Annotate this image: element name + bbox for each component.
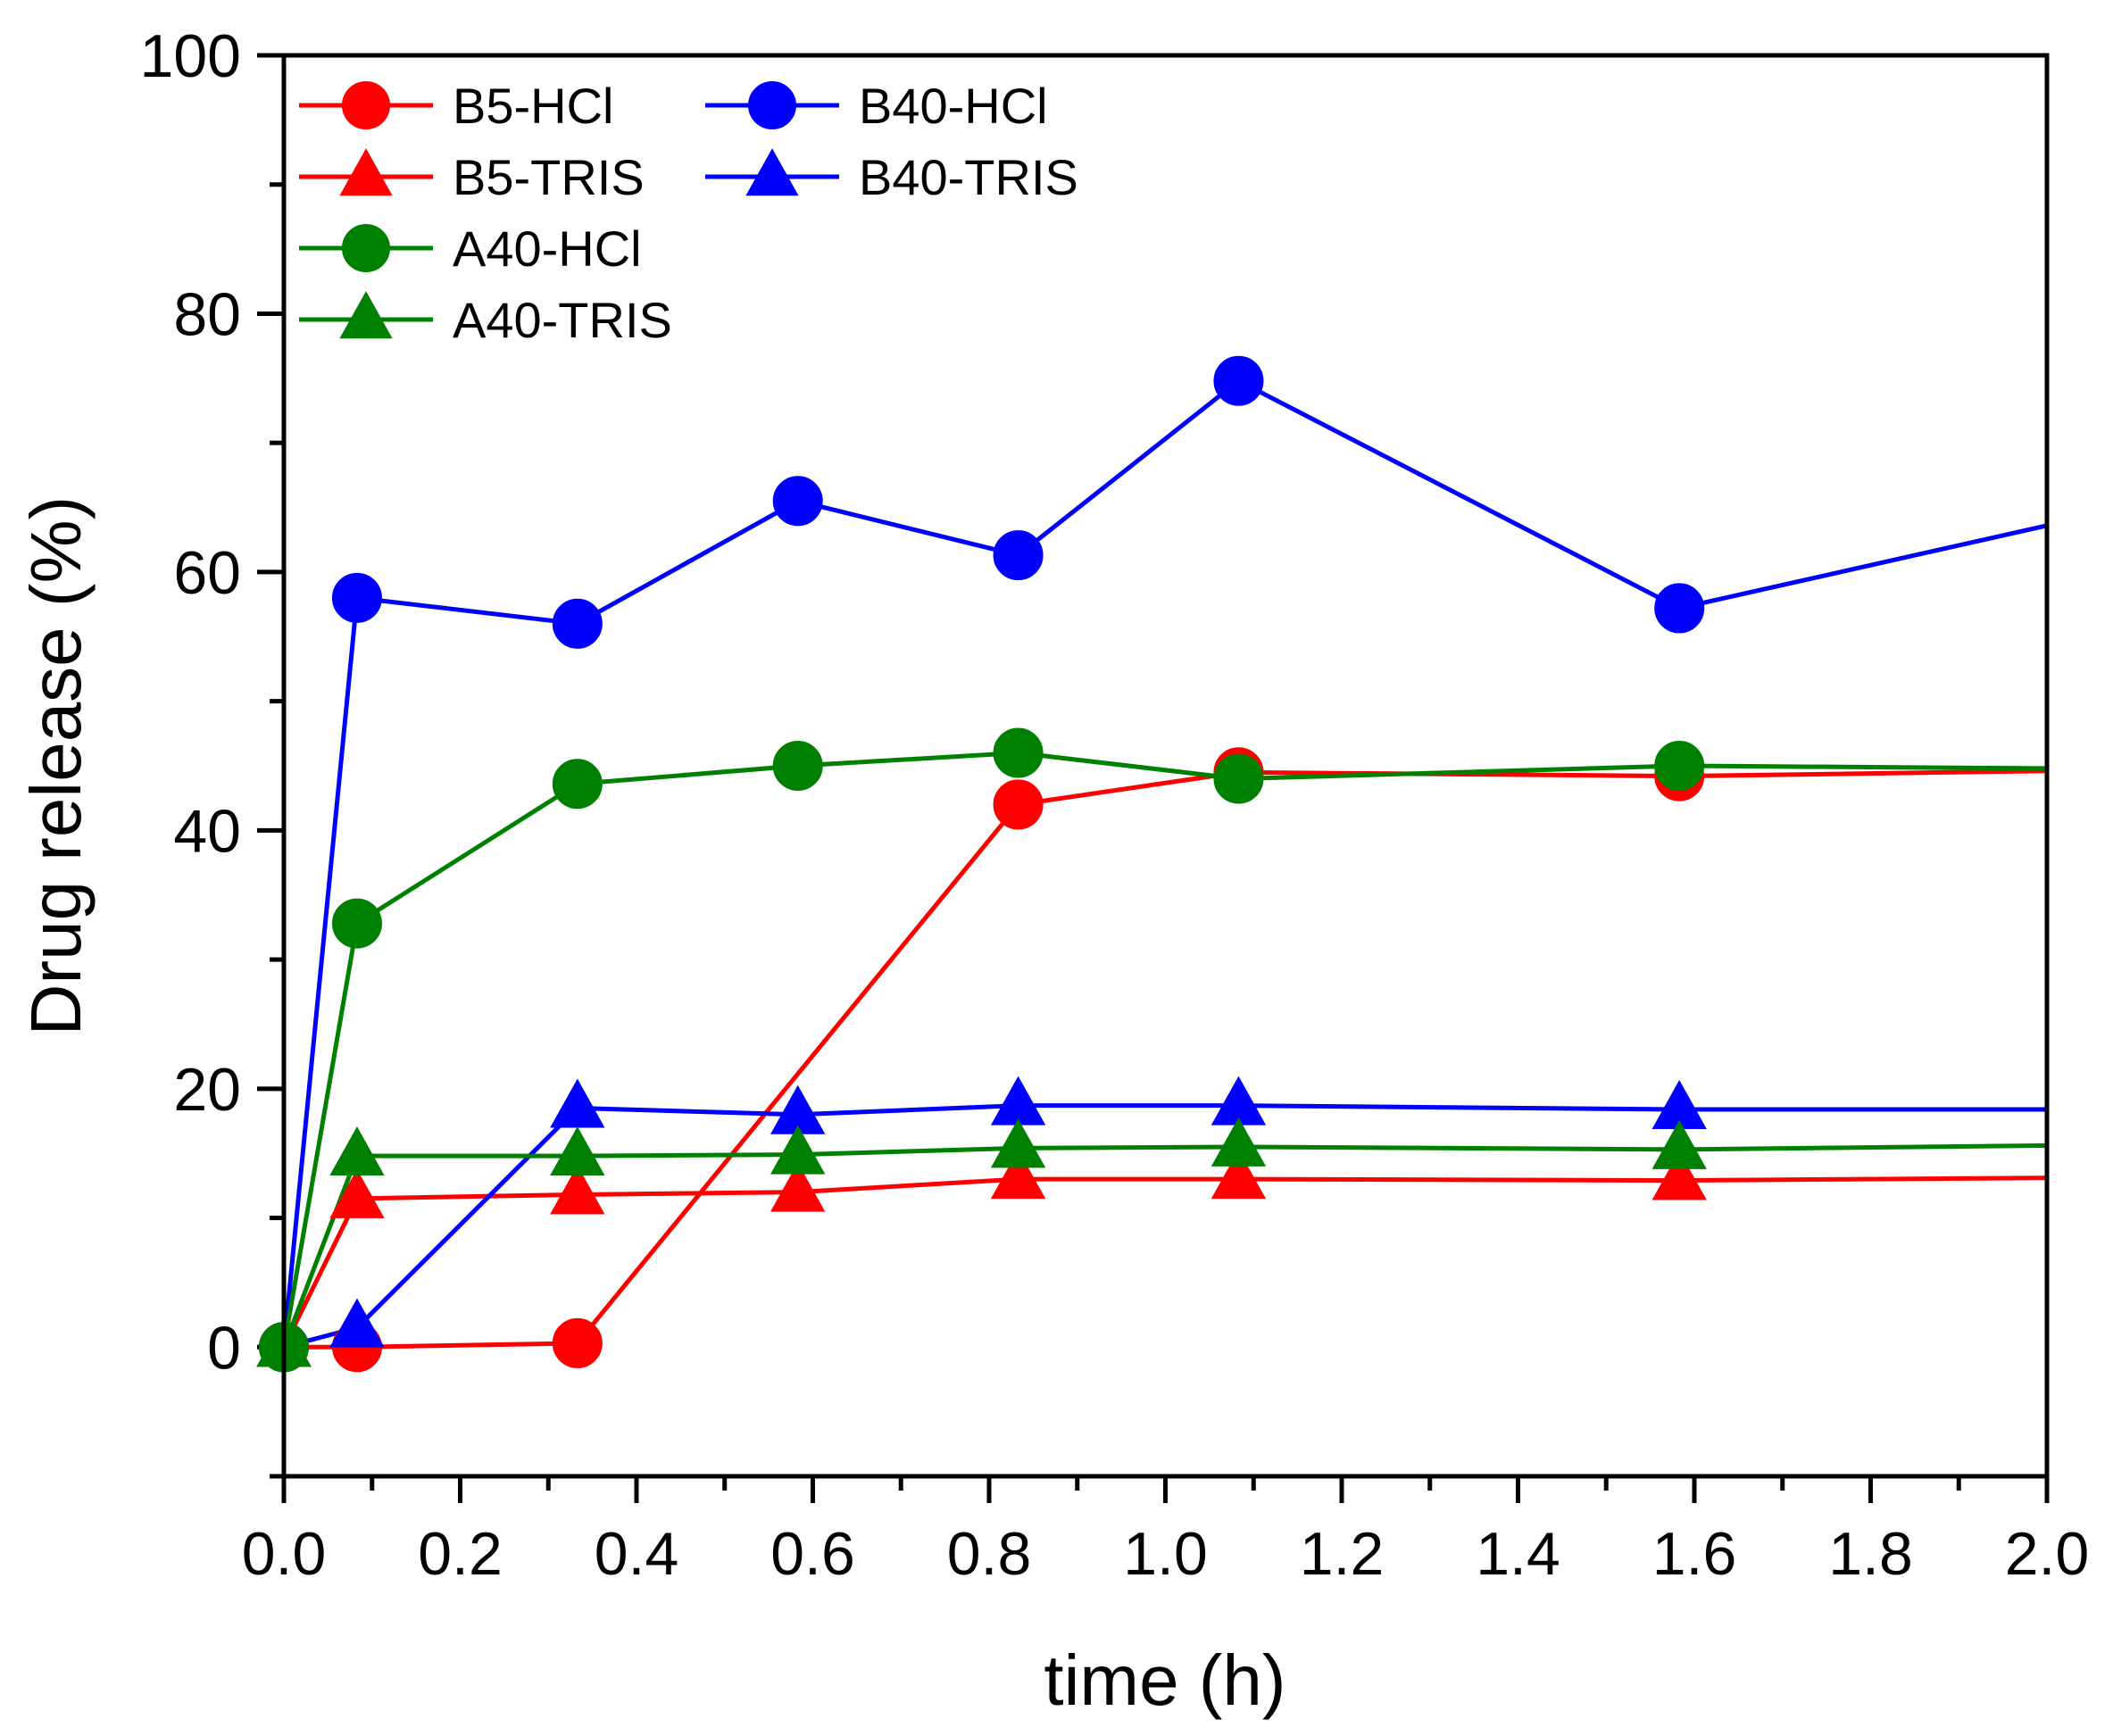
legend-item-b5-hcl: B5-HCl <box>299 78 613 134</box>
series-line-b40-tris <box>284 1103 2047 1350</box>
x-tick-label: 1.2 <box>1300 1520 1385 1588</box>
legend-label: B40-TRIS <box>859 149 1078 205</box>
legend-marker-triangle <box>339 291 393 339</box>
y-tick-label: 80 <box>173 280 241 348</box>
legend: B5-HCl B5-TRIS B40-HCl B40-TRIS A40-HCl A40-T… <box>299 78 1078 348</box>
legend-marker-triangle <box>339 148 393 196</box>
x-tick-label: 1.0 <box>1123 1520 1208 1588</box>
legend-item-b40-tris: B40-TRIS <box>705 148 1078 205</box>
x-tick-label: 1.6 <box>1652 1520 1737 1588</box>
y-axis-title: Drug release (%) <box>16 496 96 1036</box>
legend-label: B5-HCl <box>453 78 613 134</box>
y-tick-label: 40 <box>173 797 241 865</box>
x-tick-label: 0.0 <box>242 1520 327 1588</box>
data-point-a40-hcl <box>993 727 1044 778</box>
x-tick-label: 1.8 <box>1828 1520 1913 1588</box>
data-point-a40-tris <box>990 1118 1046 1168</box>
legend-label: B5-TRIS <box>453 149 645 205</box>
legend-marker-circle <box>342 81 390 129</box>
data-point-a40-tris <box>770 1125 826 1175</box>
data-point-b40-hcl <box>1654 583 1705 634</box>
legend-label: A40-TRIS <box>453 292 672 348</box>
data-point-a40-tris <box>1651 1119 1707 1169</box>
x-tick-label: 1.4 <box>1476 1520 1560 1588</box>
data-point-b5-hcl <box>993 779 1044 830</box>
data-point-b40-hcl <box>993 530 1044 581</box>
legend-label: A40-HCl <box>453 220 642 277</box>
data-point-b5-tris <box>1210 1150 1267 1200</box>
x-tick-label: 0.8 <box>947 1520 1032 1588</box>
x-tick-label: 0.4 <box>595 1520 679 1588</box>
data-point-a40-hcl <box>1213 753 1264 804</box>
legend-item-a40-hcl: A40-HCl <box>299 220 642 277</box>
series-line-b5-tris <box>284 1175 2047 1349</box>
x-tick-label: 0.6 <box>770 1520 855 1588</box>
data-point-a40-hcl <box>1654 741 1705 791</box>
data-point-a40-hcl <box>772 741 823 791</box>
data-point-b5-tris <box>1651 1150 1707 1200</box>
data-point-b5-tris <box>329 1168 385 1218</box>
data-point-b40-hcl <box>772 476 823 527</box>
tick-labels: 0.0 0.2 0.4 0.6 0.8 1.0 1.2 1.4 1.6 1.8 2.0 0 20 40 60… <box>140 22 2090 1588</box>
y-tick-label: 60 <box>173 539 241 607</box>
y-tick-label: 100 <box>140 22 241 90</box>
data-point-b5-tris <box>550 1165 605 1215</box>
legend-marker-circle <box>748 81 796 129</box>
data-point-b40-hcl <box>552 598 603 649</box>
series-line-a40-tris <box>284 1142 2047 1349</box>
data-point-b40-hcl <box>1213 355 1264 406</box>
data-point-a40-tris <box>1210 1117 1267 1167</box>
legend-item-b40-hcl: B40-HCl <box>705 78 1048 134</box>
data-point-a40-tris <box>329 1126 385 1176</box>
data-point-a40-tris <box>550 1126 605 1176</box>
legend-marker-circle <box>342 224 390 272</box>
legend-label: B40-HCl <box>859 78 1048 134</box>
data-point-b5-tris <box>770 1162 826 1212</box>
legend-item-a40-tris: A40-TRIS <box>299 291 672 348</box>
data-point-b40-tris <box>329 1298 385 1348</box>
data-point-b40-hcl <box>331 572 382 623</box>
legend-item-b5-tris: B5-TRIS <box>299 148 645 205</box>
x-tick-label: 2.0 <box>2005 1520 2090 1588</box>
x-axis-title: time (h) <box>1044 1640 1285 1720</box>
data-point-b5-hcl <box>552 1317 603 1368</box>
legend-marker-triangle <box>745 148 799 196</box>
data-point-b5-tris <box>990 1150 1046 1200</box>
y-tick-label: 0 <box>207 1314 241 1382</box>
series-line-a40-hcl <box>284 751 2047 1348</box>
series-line-b40-hcl <box>284 378 2047 1348</box>
x-tick-label: 0.2 <box>418 1520 503 1588</box>
y-tick-label: 20 <box>173 1056 241 1124</box>
plot-frame <box>281 53 2050 1479</box>
data-point-a40-hcl <box>331 898 382 949</box>
data-point-a40-hcl <box>552 759 603 810</box>
axis-ticks <box>257 53 2050 1503</box>
